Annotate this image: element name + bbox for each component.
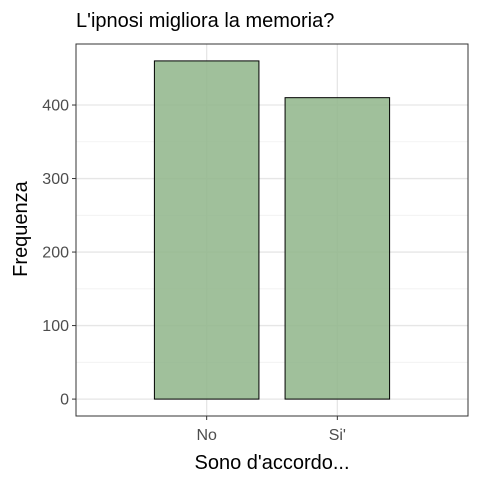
y-tick-label: 400 — [42, 98, 69, 115]
x-tick-label: No — [196, 427, 217, 444]
bar-si — [284, 97, 391, 400]
y-tick-label: 200 — [42, 245, 69, 262]
y-tick-label: 100 — [42, 318, 69, 335]
bar-no — [153, 60, 260, 400]
y-axis: 0 100 200 300 400 — [42, 98, 76, 409]
y-axis-title: Frequenza — [10, 180, 32, 276]
x-tick-label: Si' — [329, 427, 346, 444]
panel-border — [75, 43, 469, 417]
plot-panel — [75, 43, 469, 417]
y-tick-label: 300 — [42, 171, 69, 188]
bars — [153, 60, 391, 400]
chart-title: L'ipnosi migliora la memoria? — [76, 10, 334, 32]
gridlines — [76, 44, 468, 416]
x-axis-title: Sono d'accordo... — [194, 452, 349, 474]
x-axis: No Si' — [196, 416, 346, 444]
y-tick-label: 0 — [60, 392, 69, 409]
